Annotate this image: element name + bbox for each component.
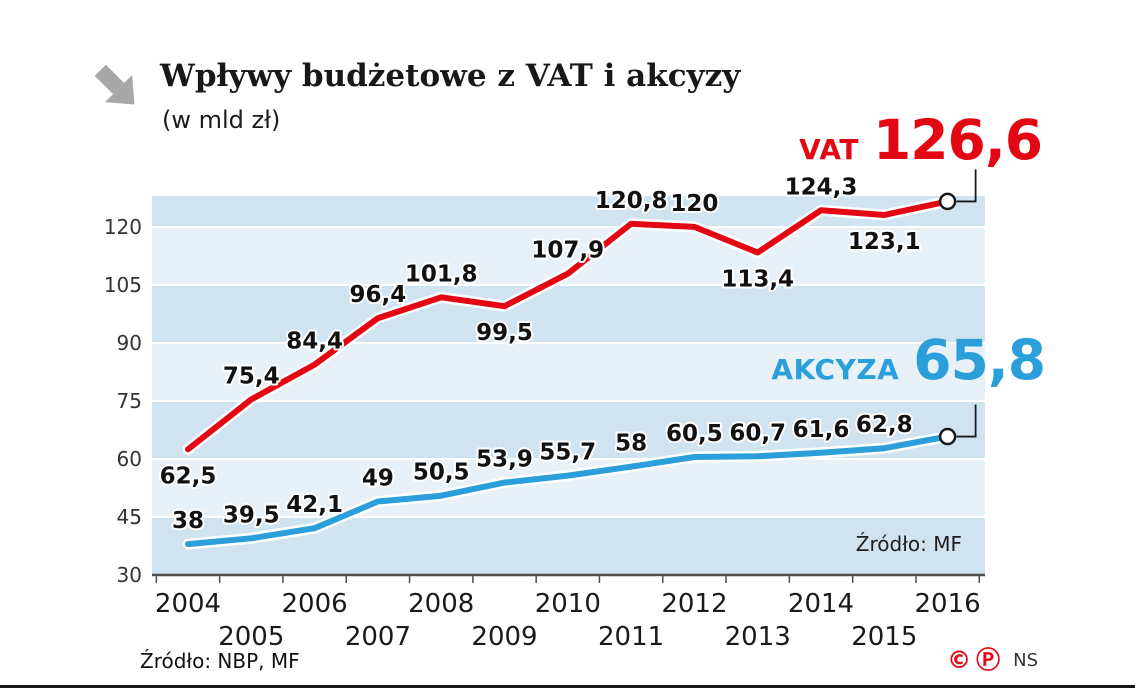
point-label-AKCYZA: 58 — [615, 431, 647, 457]
plot-band — [152, 284, 985, 343]
point-label-VAT: 99,5 — [476, 320, 533, 346]
point-label-AKCYZA: 49 — [362, 466, 394, 492]
chart-title: Wpływy budżetowe z VAT i akcyzy — [160, 58, 741, 94]
y-tick-label: 45 — [117, 505, 142, 529]
point-label-AKCYZA: 38 — [172, 508, 204, 534]
x-tick-label: 2008 — [408, 589, 474, 619]
x-tick-label: 2015 — [851, 622, 917, 652]
y-tick-label: 120 — [104, 215, 142, 239]
bottom-rule — [0, 685, 1135, 688]
y-tick-label: 30 — [117, 563, 142, 587]
y-tick-label: 90 — [117, 331, 142, 355]
series-line-AKCYZA — [185, 433, 951, 548]
chart-subtitle: (w mld zł) — [162, 106, 281, 134]
end-marker-VAT — [938, 192, 957, 211]
x-tick-label: 2016 — [915, 589, 981, 619]
x-tick-label: 2014 — [788, 589, 854, 619]
point-label-AKCYZA: 53,9 — [476, 447, 533, 473]
point-label-VAT: 62,5 — [160, 463, 217, 489]
x-tick-label: 2006 — [282, 589, 348, 619]
y-tick-label: 60 — [117, 447, 142, 471]
point-label-AKCYZA: 50,5 — [413, 460, 470, 486]
point-label-AKCYZA: 62,8 — [856, 412, 913, 438]
point-label-VAT: 120 — [670, 191, 718, 217]
x-tick-label: 2010 — [535, 589, 601, 619]
plot-band — [152, 458, 985, 517]
akcyza-callout-label: AKCYZA — [771, 353, 900, 386]
agency-mark: NS — [1013, 649, 1038, 671]
phonogram-icon: Ⓟ — [976, 646, 1001, 674]
x-tick-label: 2011 — [598, 622, 664, 652]
x-tick-label: 2005 — [218, 622, 284, 652]
point-label-AKCYZA: 39,5 — [223, 502, 280, 528]
vat-callout-label: VAT — [799, 133, 860, 166]
point-label-VAT: 120,8 — [595, 188, 668, 214]
y-tick-label: 75 — [117, 389, 142, 413]
x-tick-label: 2012 — [661, 589, 727, 619]
point-label-VAT: 75,4 — [223, 363, 280, 389]
point-label-AKCYZA: 60,7 — [729, 420, 786, 446]
point-label-VAT: 96,4 — [350, 282, 407, 308]
callout-connector-VAT — [956, 169, 977, 203]
y-tick-label: 105 — [104, 273, 142, 297]
x-tick-label: 2009 — [471, 622, 537, 652]
point-label-AKCYZA: 55,7 — [539, 440, 596, 466]
footer-source-note: Źródło: NBP, MF — [140, 649, 300, 673]
series-line-VAT — [185, 198, 951, 453]
akcyza-callout: AKCYZA 65,8 — [771, 328, 1046, 392]
chart-source-note: Źródło: MF — [855, 532, 962, 556]
x-tick-label: 2004 — [155, 589, 221, 619]
point-label-AKCYZA: 60,5 — [666, 421, 723, 447]
x-tick-label: 2013 — [725, 622, 791, 652]
akcyza-callout-value: 65,8 — [913, 328, 1046, 392]
footer-marks: © Ⓟ NS — [947, 648, 1038, 672]
point-label-VAT: 113,4 — [721, 266, 794, 292]
point-label-VAT: 101,8 — [405, 261, 478, 287]
vat-callout-value: 126,6 — [873, 108, 1043, 172]
vat-callout: VAT 126,6 — [799, 108, 1043, 172]
copyright-icon: © — [947, 646, 972, 674]
down-right-arrow-icon — [90, 60, 144, 114]
point-label-AKCYZA: 42,1 — [286, 492, 343, 518]
x-tick-label: 2007 — [345, 622, 411, 652]
point-label-VAT: 84,4 — [286, 329, 343, 355]
end-marker-AKCYZA — [938, 427, 957, 446]
point-label-VAT: 107,9 — [531, 238, 604, 264]
callout-connector-AKCYZA — [956, 404, 977, 438]
point-label-VAT: 124,3 — [785, 174, 858, 200]
point-label-AKCYZA: 61,6 — [793, 417, 850, 443]
point-label-VAT: 123,1 — [848, 229, 921, 255]
